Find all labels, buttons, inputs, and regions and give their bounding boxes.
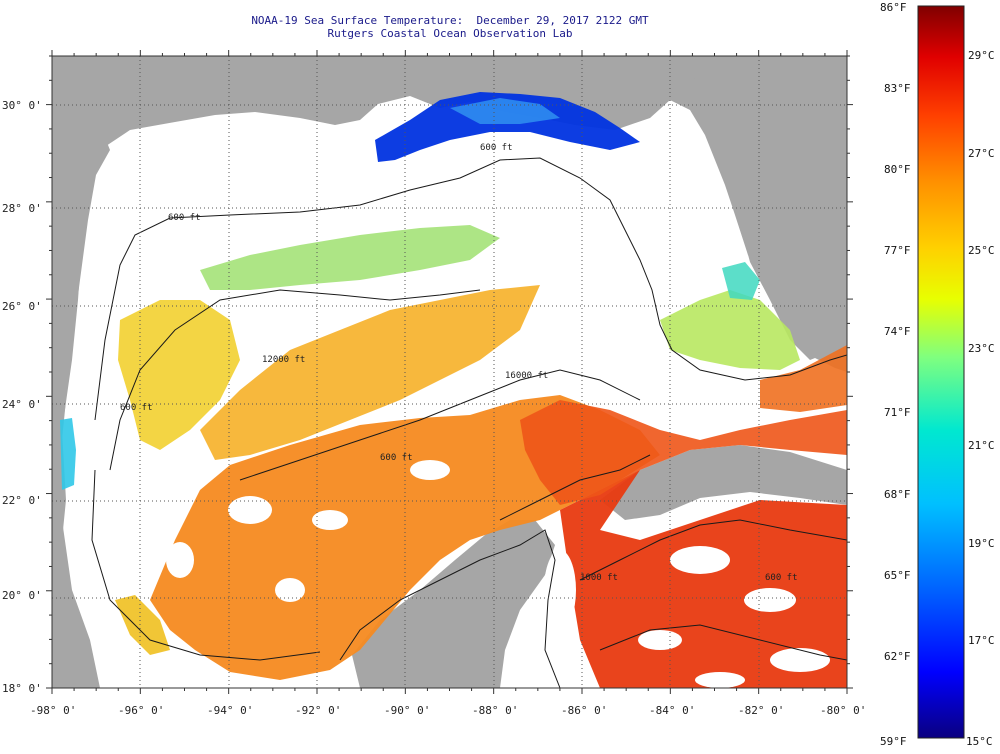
lon-label: -84° 0' — [649, 704, 695, 717]
contour-label-8: 600 ft — [765, 573, 798, 583]
lon-label: -92° 0' — [295, 704, 341, 717]
mexico-land — [52, 56, 110, 688]
lat-label: 20° 0' — [2, 589, 42, 602]
contour-yucatan — [339, 529, 561, 688]
map-title: NOAA-19 Sea Surface Temperature: Decembe… — [0, 14, 900, 40]
lat-label: 26° 0' — [2, 300, 42, 313]
contour-south-deep — [599, 624, 847, 661]
colorbar — [917, 5, 965, 739]
colorbar-f-label: 74°F — [884, 325, 911, 338]
contour-shelf-west — [91, 469, 321, 661]
sst-coast-cold — [375, 92, 640, 162]
lat-label: 28° 0' — [2, 202, 42, 215]
contour-channel — [499, 454, 651, 521]
colorbar-f-label: 59°F — [880, 735, 907, 748]
latitude-labels: 18° 0' 20° 0' 22° 0' 24° 0' 26° 0' 28° 0… — [2, 99, 42, 695]
lon-label: -88° 0' — [472, 704, 518, 717]
contour-label-1: 600 ft — [480, 143, 513, 153]
colorbar-c-label: 29°C — [968, 49, 995, 62]
sst-warm-south — [150, 395, 660, 680]
sst-shelf-green — [200, 225, 500, 290]
lon-label: -98° 0' — [30, 704, 76, 717]
lat-label: 24° 0' — [2, 398, 42, 411]
title-line-1: NOAA-19 Sea Surface Temperature: Decembe… — [251, 14, 649, 27]
colorbar-f-label: 80°F — [884, 163, 911, 176]
colorbar-f-label: 62°F — [884, 650, 911, 663]
contour-label-6: 600 ft — [120, 403, 153, 413]
colorbar-c-label: 27°C — [968, 147, 995, 160]
colorbar-f-labels: 86°F 83°F 80°F 77°F 74°F 71°F 68°F 65°F … — [880, 1, 911, 748]
colorbar-f-label: 65°F — [884, 569, 911, 582]
colorbar-f-label: 83°F — [884, 82, 911, 95]
colorbar-c-label: 23°C — [968, 342, 995, 355]
colorbar-c-label: 25°C — [968, 244, 995, 257]
yucatan-land — [352, 520, 555, 688]
lat-label: 22° 0' — [2, 494, 42, 507]
axis-ticks — [46, 50, 853, 694]
contour-600ft-north — [94, 157, 847, 421]
longitude-labels: -98° 0' -96° 0' -94° 0' -92° 0' -90° 0' … — [30, 704, 866, 717]
colorbar-c-label: 19°C — [968, 537, 995, 550]
sst-florida-cool — [722, 262, 760, 300]
colorbar-c-label: 15°C — [966, 735, 993, 748]
lon-label: -80° 0' — [820, 704, 866, 717]
map-area: 600 ft 600 ft 600 ft 12000 ft 16000 ft 6… — [52, 56, 847, 688]
lon-label: -94° 0' — [207, 704, 253, 717]
contour-label-2: 600 ft — [168, 213, 201, 223]
lon-label: -90° 0' — [384, 704, 430, 717]
colorbar-f-label: 77°F — [884, 244, 911, 257]
colorbar-c-label: 17°C — [968, 634, 995, 647]
lon-label: -96° 0' — [118, 704, 164, 717]
sst-west-yellow — [118, 300, 240, 450]
sst-hot-cuba-channel — [520, 400, 847, 505]
sst-florida-shelf — [660, 290, 800, 370]
lon-label: -86° 0' — [561, 704, 607, 717]
title-line-2: Rutgers Coastal Ocean Observation Lab — [327, 27, 573, 40]
contour-label-5: 16000 ft — [505, 371, 548, 381]
contour-16000ft — [239, 369, 641, 481]
cuba-land — [600, 445, 847, 520]
colorbar-c-label: 21°C — [968, 439, 995, 452]
colorbar-f-label: 71°F — [884, 406, 911, 419]
sst-hot-caribbean — [560, 470, 847, 688]
colorbar-c-labels: 29°C 27°C 25°C 23°C 21°C 19°C 17°C 15°C — [966, 49, 995, 748]
contour-12000ft — [109, 289, 481, 471]
contour-label-4: 12000 ft — [262, 355, 305, 365]
sst-warm-central — [200, 285, 540, 460]
contour-label-3: 600 ft — [380, 453, 413, 463]
bathymetry-contours — [91, 157, 847, 688]
sst-west-coast-cyan — [60, 418, 76, 490]
sst-sw-yellow — [115, 595, 170, 655]
colorbar-f-label: 68°F — [884, 488, 911, 501]
colorbar-f-label: 86°F — [880, 1, 907, 14]
contour-label-7: 1000 ft — [580, 573, 618, 583]
graticule — [52, 56, 847, 688]
lat-label: 18° 0' — [2, 682, 42, 695]
lon-label: -82° 0' — [738, 704, 784, 717]
lat-label: 30° 0' — [2, 99, 42, 112]
contour-caribbean — [579, 519, 847, 581]
